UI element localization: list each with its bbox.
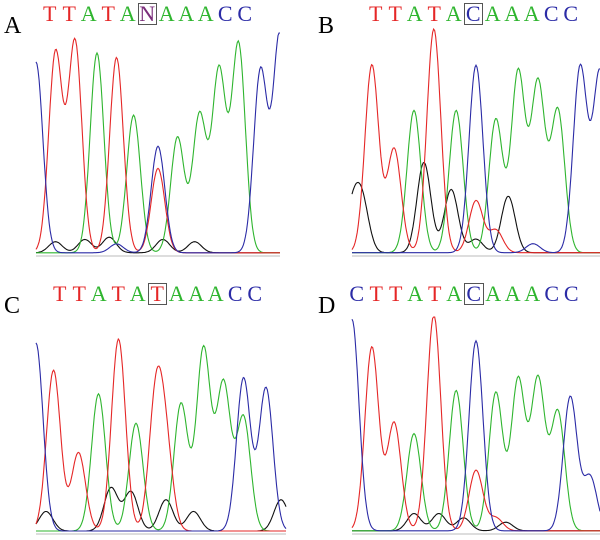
panel-label-b: B bbox=[318, 13, 335, 39]
base-call: A bbox=[168, 281, 185, 306]
base-call: C bbox=[563, 281, 579, 306]
base-call: T bbox=[369, 1, 383, 26]
base-call: T bbox=[101, 1, 115, 26]
trace-a bbox=[352, 67, 600, 254]
highlighted-base-call: C bbox=[463, 3, 483, 25]
trace-t bbox=[351, 27, 600, 254]
base-call: A bbox=[80, 1, 97, 26]
trace-a bbox=[352, 374, 600, 532]
base-call: A bbox=[188, 281, 205, 306]
panel-label-c: C bbox=[4, 293, 21, 319]
base-call: T bbox=[111, 281, 125, 306]
base-call: A bbox=[129, 281, 146, 306]
base-call: T bbox=[72, 281, 86, 306]
base-call: A bbox=[406, 1, 423, 26]
base-call: C bbox=[227, 281, 243, 306]
base-call: C bbox=[247, 281, 263, 306]
trace-g bbox=[351, 161, 600, 254]
base-call: C bbox=[563, 1, 579, 26]
chromatogram-c bbox=[35, 337, 287, 535]
base-call: C bbox=[349, 281, 365, 306]
trace-c bbox=[351, 318, 600, 532]
base-call: T bbox=[369, 281, 383, 306]
trace-g bbox=[352, 512, 600, 532]
base-call: A bbox=[485, 281, 502, 306]
base-call: C bbox=[543, 1, 559, 26]
base-call: A bbox=[407, 281, 424, 306]
base-call: A bbox=[178, 1, 195, 26]
panel-label-d: D bbox=[318, 293, 336, 319]
trace-t bbox=[35, 37, 280, 254]
base-call: T bbox=[427, 1, 441, 26]
trace-c bbox=[352, 63, 600, 254]
chromatogram-d bbox=[351, 316, 600, 535]
base-call: A bbox=[207, 281, 224, 306]
trace-a bbox=[36, 344, 286, 532]
trace-a bbox=[36, 39, 280, 254]
base-call: A bbox=[524, 281, 541, 306]
highlighted-base-call: T bbox=[147, 283, 167, 305]
panel-label-a: A bbox=[4, 13, 22, 39]
trace-t bbox=[351, 316, 600, 532]
base-call: T bbox=[428, 281, 442, 306]
base-call: T bbox=[389, 281, 403, 306]
base-call: T bbox=[53, 281, 67, 306]
base-call: A bbox=[119, 1, 136, 26]
trace-c bbox=[35, 342, 287, 532]
trace-g bbox=[35, 486, 287, 532]
base-call: T bbox=[62, 1, 76, 26]
base-call: T bbox=[388, 1, 402, 26]
base-call: A bbox=[446, 281, 463, 306]
chromatogram-b bbox=[351, 27, 600, 257]
base-call: C bbox=[544, 281, 560, 306]
base-call: A bbox=[523, 1, 540, 26]
base-call: A bbox=[90, 281, 107, 306]
base-call: A bbox=[504, 281, 521, 306]
base-call: T bbox=[43, 1, 57, 26]
highlighted-base-call: N bbox=[137, 1, 157, 26]
base-call: A bbox=[445, 1, 462, 26]
base-call: A bbox=[197, 1, 214, 26]
trace-c bbox=[35, 32, 280, 254]
trace-t bbox=[35, 337, 286, 532]
base-call: A bbox=[504, 1, 521, 26]
base-call: C bbox=[217, 1, 233, 26]
base-call: A bbox=[484, 1, 501, 26]
base-call: A bbox=[158, 1, 175, 26]
highlighted-base-call: C bbox=[464, 283, 484, 305]
chromatogram-a bbox=[35, 32, 280, 257]
base-call: C bbox=[237, 1, 253, 26]
